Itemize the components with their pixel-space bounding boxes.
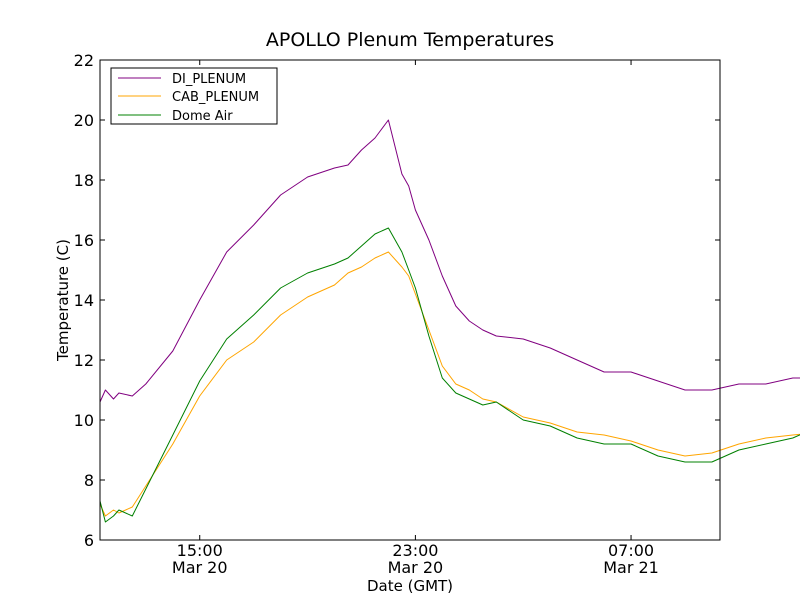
- y-tick-label: 8: [84, 471, 94, 490]
- y-tick-label: 12: [74, 351, 94, 370]
- x-axis-label: Date (GMT): [367, 577, 453, 595]
- y-tick-label: 10: [74, 411, 94, 430]
- series-line-cab-plenum: [99, 251, 800, 517]
- y-tick-label: 18: [74, 171, 94, 190]
- plot-frame: [99, 59, 721, 541]
- y-tick-label: 16: [74, 231, 94, 250]
- x-tick-label-time: 15:00: [177, 541, 223, 560]
- series-layer: [99, 119, 800, 523]
- series-line-dome-air: [99, 227, 800, 523]
- legend-label-cab-plenum: CAB_PLENUM: [172, 90, 259, 105]
- chart-title: APOLLO Plenum Temperatures: [266, 29, 554, 51]
- y-tick-label: 6: [84, 531, 94, 550]
- legend-label-di-plenum: DI_PLENUM: [172, 72, 246, 87]
- y-tick-label: 14: [74, 291, 94, 310]
- x-tick-label-date: Mar 20: [388, 558, 444, 577]
- x-tick-label-date: Mar 21: [603, 558, 659, 577]
- y-tick-label: 20: [74, 111, 94, 130]
- series-line-di-plenum: [99, 119, 800, 403]
- legend-label-dome-air: Dome Air: [172, 109, 233, 124]
- y-axis-label: Temperature (C): [54, 239, 72, 362]
- x-tick-label-time: 23:00: [392, 541, 438, 560]
- x-tick-label-date: Mar 20: [172, 558, 228, 577]
- x-tick-label-time: 07:00: [608, 541, 654, 560]
- legend: DI_PLENUM CAB_PLENUM Dome Air: [110, 67, 278, 125]
- y-ticks: 6 8 10 12 14 16 18 20 22: [74, 51, 720, 550]
- y-tick-label: 22: [74, 51, 94, 70]
